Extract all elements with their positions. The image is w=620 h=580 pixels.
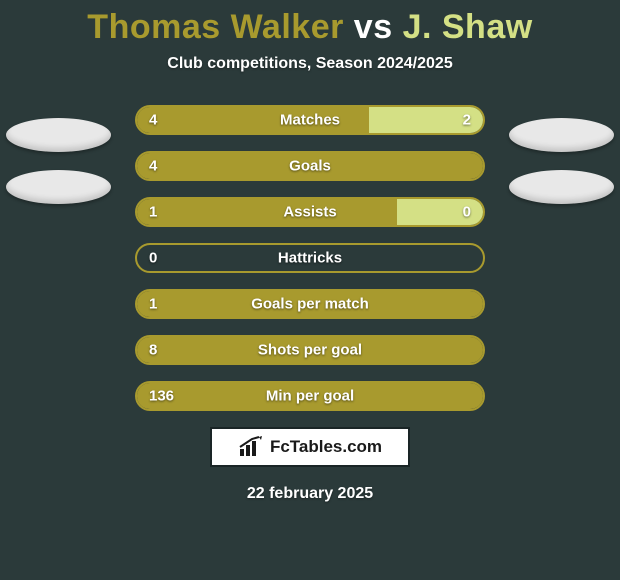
stat-value-left: 8 [149, 342, 157, 359]
stat-label: Min per goal [266, 388, 354, 405]
stat-row: 0 Hattricks [135, 243, 485, 273]
comparison-title: Thomas Walker vs J. Shaw [0, 0, 620, 47]
stat-row: 136 Min per goal [135, 381, 485, 411]
player1-name: Thomas Walker [87, 8, 344, 46]
stat-value-left: 1 [149, 204, 157, 221]
stat-label: Goals [289, 158, 331, 175]
stat-value-left: 4 [149, 112, 157, 129]
player2-name: J. Shaw [403, 8, 533, 46]
stat-row: 8 Shots per goal [135, 335, 485, 365]
stat-bar-left [137, 199, 397, 225]
stat-label: Assists [283, 204, 336, 221]
stat-row: 1 0 Assists [135, 197, 485, 227]
stat-label: Goals per match [251, 296, 369, 313]
footer-logo[interactable]: FcTables.com [210, 427, 410, 467]
stat-value-left: 4 [149, 158, 157, 175]
footer-brand-text: FcTables.com [270, 437, 382, 457]
chart-icon [238, 436, 264, 458]
stat-label: Hattricks [278, 250, 342, 267]
stat-row: 1 Goals per match [135, 289, 485, 319]
player-ellipse [6, 170, 111, 204]
subtitle: Club competitions, Season 2024/2025 [0, 55, 620, 73]
stat-row: 4 2 Matches [135, 105, 485, 135]
stat-value-left: 136 [149, 388, 174, 405]
player-ellipse [6, 118, 111, 152]
stat-value-left: 1 [149, 296, 157, 313]
stat-label: Shots per goal [258, 342, 362, 359]
vs-text: vs [354, 8, 393, 46]
player-ellipse [509, 170, 614, 204]
stat-row: 4 Goals [135, 151, 485, 181]
player-ellipse [509, 118, 614, 152]
stat-label: Matches [280, 112, 340, 129]
stat-value-right: 2 [463, 112, 471, 129]
stats-area: 4 2 Matches 4 Goals 1 0 Assists 0 Hattricks 1 Goals… [0, 105, 620, 411]
date-text: 22 february 2025 [0, 485, 620, 503]
stat-value-left: 0 [149, 250, 157, 267]
stat-value-right: 0 [463, 204, 471, 221]
